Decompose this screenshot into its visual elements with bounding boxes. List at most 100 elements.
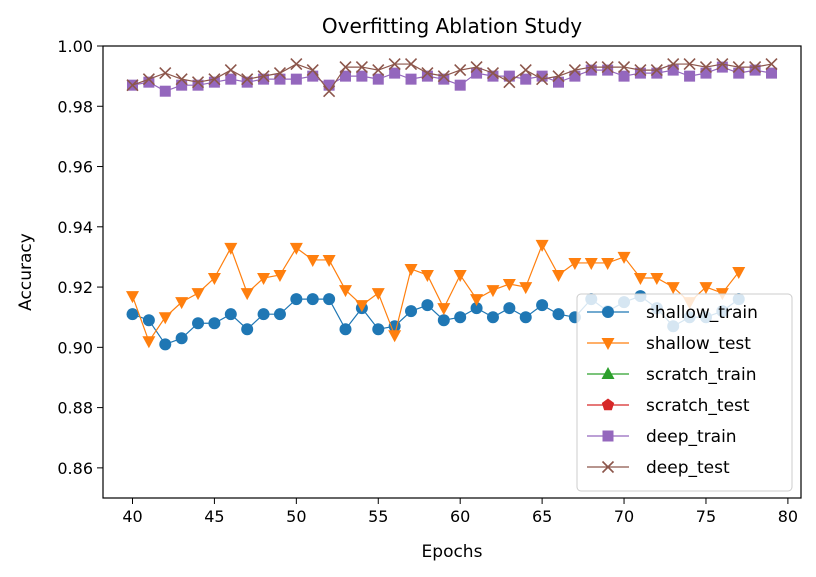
data-point-shallow_train bbox=[159, 338, 172, 351]
legend-marker-scratch_test bbox=[601, 398, 615, 411]
data-point-deep_test bbox=[372, 64, 385, 77]
data-point-shallow_test bbox=[420, 270, 434, 283]
data-point-shallow_train bbox=[519, 311, 532, 324]
y-tick-label: 0.92 bbox=[57, 278, 93, 297]
x-tick-label: 45 bbox=[204, 507, 224, 526]
data-point-shallow_test bbox=[437, 303, 451, 316]
data-point-shallow_test bbox=[617, 251, 631, 264]
data-point-shallow_test bbox=[568, 257, 582, 270]
data-point-deep_test bbox=[617, 61, 631, 74]
data-point-deep_train bbox=[520, 73, 532, 85]
data-point-shallow_test bbox=[650, 273, 664, 286]
data-point-deep_test bbox=[716, 58, 729, 71]
data-point-shallow_test bbox=[322, 254, 336, 267]
data-point-deep_train bbox=[749, 64, 761, 76]
legend-item-deep_train: deep_train bbox=[587, 427, 737, 447]
data-point-deep_train bbox=[503, 70, 515, 82]
y-tick-label: 0.90 bbox=[57, 338, 93, 357]
data-point-shallow_train bbox=[306, 293, 319, 306]
data-point-shallow_test bbox=[306, 254, 320, 267]
data-point-deep_train bbox=[290, 73, 302, 85]
data-point-shallow_train bbox=[536, 299, 549, 312]
data-point-deep_test bbox=[667, 58, 680, 71]
data-point-deep_test bbox=[732, 61, 745, 74]
data-point-shallow_test bbox=[191, 288, 205, 301]
legend-marker-shallow_test bbox=[601, 338, 615, 350]
data-point-deep_test bbox=[126, 79, 139, 92]
data-point-shallow_train bbox=[192, 317, 205, 330]
data-point-deep_test bbox=[175, 73, 188, 86]
data-point-deep_train bbox=[405, 73, 417, 85]
data-point-shallow_test bbox=[453, 270, 467, 283]
data-point-deep_test bbox=[536, 73, 549, 86]
data-point-deep_test bbox=[568, 64, 581, 77]
data-point-shallow_train bbox=[486, 311, 499, 324]
legend-item-scratch_train: scratch_train bbox=[587, 365, 756, 385]
data-point-shallow_train bbox=[126, 308, 139, 321]
data-point-shallow_test bbox=[388, 330, 402, 343]
data-point-shallow_train bbox=[454, 311, 467, 324]
data-point-shallow_test bbox=[142, 336, 156, 349]
data-point-deep_train bbox=[536, 70, 548, 82]
y-axis-label: Accuracy bbox=[16, 233, 36, 311]
data-point-deep_test bbox=[355, 61, 368, 74]
data-point-deep_test bbox=[388, 58, 401, 71]
data-point-shallow_train bbox=[552, 308, 565, 321]
data-point-shallow_test bbox=[666, 282, 680, 295]
data-point-deep_test bbox=[585, 61, 598, 74]
y-tick-label: 0.98 bbox=[57, 97, 93, 116]
x-tick-label: 70 bbox=[614, 507, 634, 526]
data-point-shallow_test bbox=[535, 239, 549, 252]
data-point-deep_train bbox=[225, 73, 237, 85]
y-tick-label: 0.96 bbox=[57, 158, 93, 177]
data-point-shallow_test bbox=[355, 300, 369, 313]
data-point-deep_train bbox=[618, 70, 630, 82]
data-point-shallow_test bbox=[470, 294, 484, 307]
legend-label-shallow_test: shallow_test bbox=[646, 334, 751, 354]
data-point-deep_train bbox=[421, 70, 433, 82]
data-point-deep_train bbox=[339, 70, 351, 82]
x-tick-label: 50 bbox=[286, 507, 306, 526]
data-point-deep_train bbox=[307, 70, 319, 82]
data-point-shallow_test bbox=[519, 282, 533, 295]
legend-marker-deep_test bbox=[601, 460, 615, 474]
data-point-shallow_test bbox=[633, 273, 647, 286]
data-point-shallow_test bbox=[207, 273, 221, 286]
legend-item-deep_test: deep_test bbox=[587, 458, 730, 478]
x-tick-label: 55 bbox=[368, 507, 388, 526]
data-point-deep_test bbox=[404, 58, 418, 71]
legend-marker-shallow_train bbox=[602, 306, 614, 318]
data-point-deep_train bbox=[553, 76, 565, 88]
data-point-shallow_train bbox=[503, 302, 516, 315]
data-point-shallow_train bbox=[339, 323, 352, 336]
data-point-deep_train bbox=[372, 73, 384, 85]
data-point-deep_test bbox=[191, 76, 205, 89]
series-deep_train bbox=[126, 61, 778, 97]
data-point-shallow_test bbox=[699, 282, 713, 295]
data-point-shallow_train bbox=[142, 314, 155, 327]
series-line-deep_test bbox=[132, 63, 772, 93]
data-point-deep_test bbox=[650, 64, 663, 77]
data-point-deep_train bbox=[159, 85, 171, 97]
data-point-deep_train bbox=[438, 73, 450, 85]
plot-area bbox=[125, 58, 778, 351]
data-point-deep_train bbox=[684, 70, 696, 82]
legend-item-scratch_test: scratch_test bbox=[587, 396, 750, 416]
legend-marker-scratch_train bbox=[601, 367, 615, 379]
plot-frame bbox=[102, 45, 802, 499]
data-point-shallow_train bbox=[290, 293, 303, 306]
data-point-shallow_train bbox=[323, 293, 336, 306]
y-tick-label: 0.94 bbox=[57, 218, 93, 237]
legend-label-scratch_train: scratch_train bbox=[646, 365, 756, 385]
data-point-deep_train bbox=[356, 70, 368, 82]
series-line-deep_train bbox=[132, 66, 772, 92]
axis-ticks: 40 45 50 55 60 65 70 75 80 0.86 0.88 0.90 0.92 0.94 0.… bbox=[57, 37, 798, 526]
data-point-shallow_test bbox=[158, 312, 172, 325]
data-point-deep_train bbox=[634, 67, 646, 79]
data-point-deep_test bbox=[486, 67, 500, 80]
data-point-deep_train bbox=[471, 67, 483, 79]
data-point-shallow_test bbox=[404, 263, 418, 276]
data-point-shallow_train bbox=[241, 323, 254, 336]
data-point-deep_test bbox=[241, 73, 254, 86]
data-point-deep_train bbox=[487, 70, 499, 82]
